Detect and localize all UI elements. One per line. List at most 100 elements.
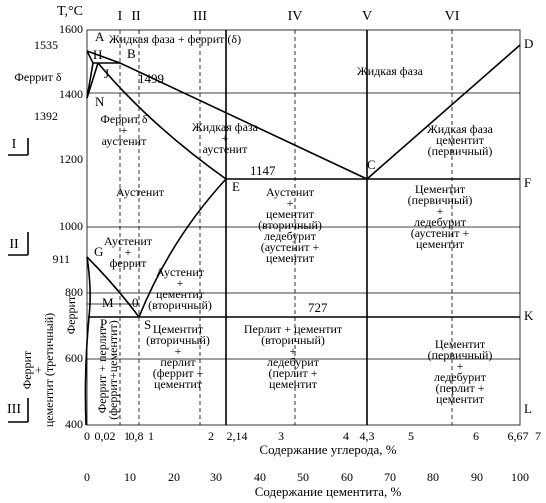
zone-label: IV — [288, 9, 303, 24]
frame — [86, 29, 521, 426]
region-label: (феррит+цементит) — [106, 320, 120, 420]
point-label: B — [127, 46, 136, 61]
region-label: Феррит δ — [100, 112, 147, 126]
y-tick-label: 1535 — [34, 38, 58, 52]
temperature-label: 1499 — [138, 71, 164, 86]
region-label: + — [31, 366, 45, 373]
point-label: 0 — [132, 295, 139, 310]
point-label: A — [95, 29, 105, 44]
region-label: (вторичный) — [148, 298, 212, 312]
point-label: E — [232, 179, 240, 194]
region-label: цементит — [156, 287, 205, 301]
region-label: + — [125, 245, 132, 259]
y-title: T,°C — [57, 4, 83, 19]
region-label: (феррит + — [153, 366, 204, 380]
region-label: Перлит + цементит — [244, 322, 343, 336]
point-label: M — [102, 295, 114, 310]
point-label: C — [367, 157, 376, 172]
region-label: цементит — [416, 237, 465, 251]
region-label: Феррит + перлит — [95, 326, 109, 413]
region-label: Жидкая фаза — [427, 122, 494, 136]
zone-label: I — [118, 9, 123, 24]
region-label: Аустенит — [116, 185, 165, 199]
x2-tick-label: 50 — [297, 470, 309, 484]
region-label: (перлит + — [435, 381, 484, 395]
region-label: Жидкая фаза + феррит (δ) — [109, 32, 241, 46]
point-label: S — [144, 317, 151, 332]
x-tick-label: 0,02 — [95, 429, 116, 443]
x2-tick-label: 20 — [168, 470, 180, 484]
region-label: феррит — [110, 256, 148, 270]
point-label: D — [524, 36, 533, 51]
region-label: цементит — [436, 392, 485, 406]
region-label: Жидкая фаза — [357, 64, 424, 78]
region-label: Жидкая фаза — [192, 120, 259, 134]
region-label: (первичный) — [428, 348, 493, 362]
x2-tick-label: 80 — [427, 470, 439, 484]
y-tick-label: 1600 — [59, 22, 83, 36]
region-label: (вторичный) — [146, 333, 210, 347]
region-label: + — [457, 359, 464, 373]
region-label: + — [175, 344, 182, 358]
point-label: F — [524, 175, 531, 190]
x2-tick-label: 70 — [384, 470, 396, 484]
region-label: + — [177, 276, 184, 290]
region-label: Аустенит — [104, 234, 153, 248]
x-axis-label: Содержание углерода, % — [259, 442, 396, 457]
x2-tick-label: 60 — [341, 470, 353, 484]
x-tick-label: 1 — [124, 429, 130, 443]
region-label: + — [437, 204, 444, 218]
zone-label: VI — [445, 9, 460, 24]
phase-lines — [84, 44, 521, 426]
zone-label: III — [193, 9, 207, 24]
region-label: Цементит — [435, 337, 486, 351]
y-tick-label: 1400 — [59, 87, 83, 101]
x2-tick-label: 40 — [254, 470, 266, 484]
x2-axis-label: Содержание цементита, % — [255, 484, 402, 499]
x-tick-label: 1 — [148, 429, 154, 443]
x-tick-label: 5 — [408, 429, 414, 443]
x-tick-label: 2 — [208, 429, 214, 443]
region-label: (аустенит + — [411, 226, 470, 240]
region-label: ледебурит — [264, 229, 317, 243]
x2-tick-label: 90 — [471, 470, 483, 484]
y-tick-label: 400 — [65, 417, 83, 431]
y-tick-label: 1200 — [59, 152, 83, 166]
region-label: Цементит — [415, 182, 466, 196]
x-tick-label: 4 — [343, 429, 349, 443]
region-label: (вторичный) — [261, 333, 325, 347]
region-label: цементит (третичный) — [42, 313, 56, 427]
region-label: Аустенит — [266, 185, 315, 199]
region-label: цементит — [154, 377, 203, 391]
region-label: + — [290, 344, 297, 358]
region-label: цементит — [269, 377, 318, 391]
point-label: J — [104, 66, 109, 81]
point-label: N — [95, 94, 105, 109]
y-tick-label: 1000 — [59, 219, 83, 233]
region-label: + — [287, 196, 294, 210]
region-label: цементит — [266, 251, 315, 265]
region-label: аустенит — [102, 134, 147, 148]
region-label: перлит — [160, 355, 196, 369]
region-label: ледебурит — [414, 215, 467, 229]
region-label: ледебурит — [434, 370, 487, 384]
zone-label: V — [362, 9, 372, 24]
grid — [87, 30, 520, 425]
region-label: Аустенит — [156, 265, 205, 279]
zone-label: II — [9, 237, 19, 252]
y-tick-label: 800 — [65, 285, 83, 299]
point-label: P — [100, 316, 107, 331]
region-label: + — [121, 123, 128, 137]
region-label: (первичный) — [428, 144, 493, 158]
x-tick-label: 6 — [473, 429, 479, 443]
x-tick-label: 2,14 — [227, 429, 248, 443]
zone-label: I — [12, 137, 17, 152]
region-label: Феррит — [64, 295, 78, 334]
x2-tick-label: 0 — [84, 470, 90, 484]
region-label: (вторичный) — [258, 218, 322, 232]
zone-label: II — [131, 9, 141, 24]
region-label: (аустенит + — [261, 240, 320, 254]
x-tick-label: 7 — [535, 429, 541, 443]
x-tick-label: 3 — [278, 429, 284, 443]
